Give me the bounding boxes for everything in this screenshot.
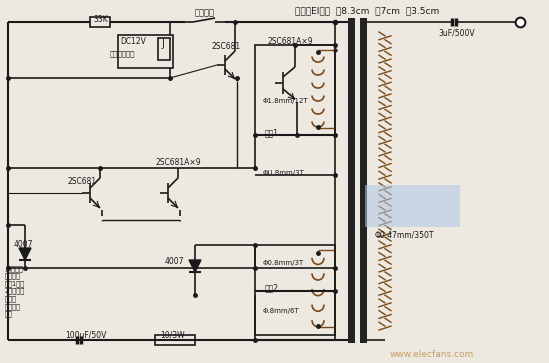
Text: ΦU.8mm/3T: ΦU.8mm/3T [263,170,305,176]
Bar [118,35,173,68]
Text: 双触点继电器: 双触点继电器 [110,50,136,57]
Text: Φ0.47mm/350T: Φ0.47mm/350T [375,230,434,239]
Text: 33K: 33K [93,15,108,24]
Bar [348,18,355,343]
Text: 2SC681A×9: 2SC681A×9 [268,37,313,46]
Polygon shape [19,248,31,260]
FancyBboxPatch shape [365,185,460,227]
Bar [155,335,195,345]
Text: 2SC681: 2SC681 [212,42,241,51]
Text: 10/3W: 10/3W [160,330,184,339]
Bar [158,38,170,60]
Text: 3uF/500V: 3uF/500V [438,28,475,37]
Text: 硅钢片EI铁芯  长8.3cm  宽7cm  厚3.5cm: 硅钢片EI铁芯 长8.3cm 宽7cm 厚3.5cm [295,6,439,15]
Polygon shape [189,260,201,272]
Text: 手控开头: 手控开头 [195,8,215,17]
Text: www.elecfans.com: www.elecfans.com [390,350,474,359]
Text: 触点1: 触点1 [265,128,279,137]
Bar [255,245,335,335]
Bar [255,45,335,135]
Text: 2SC681: 2SC681 [68,177,97,186]
Text: Φ0.8mm/3T: Φ0.8mm/3T [263,260,304,266]
Text: 4007: 4007 [165,257,184,266]
Text: 4007: 4007 [14,240,33,249]
Text: J为双触点
小继电器
触点1触点
2分别是继
电器的
二个常开
触点: J为双触点 小继电器 触点1触点 2分别是继 电器的 二个常开 触点 [5,265,25,317]
Text: Φ1.8mm/12T: Φ1.8mm/12T [263,98,309,104]
Bar [90,17,110,27]
Text: J: J [161,39,164,49]
Text: 100uF/50V: 100uF/50V [65,330,107,339]
Bar [360,18,367,343]
Text: DC12V: DC12V [120,37,146,46]
Text: Φ.8mm/6T: Φ.8mm/6T [263,308,300,314]
Text: 触点2: 触点2 [265,283,279,292]
Text: 2SC681A×9: 2SC681A×9 [155,158,200,167]
